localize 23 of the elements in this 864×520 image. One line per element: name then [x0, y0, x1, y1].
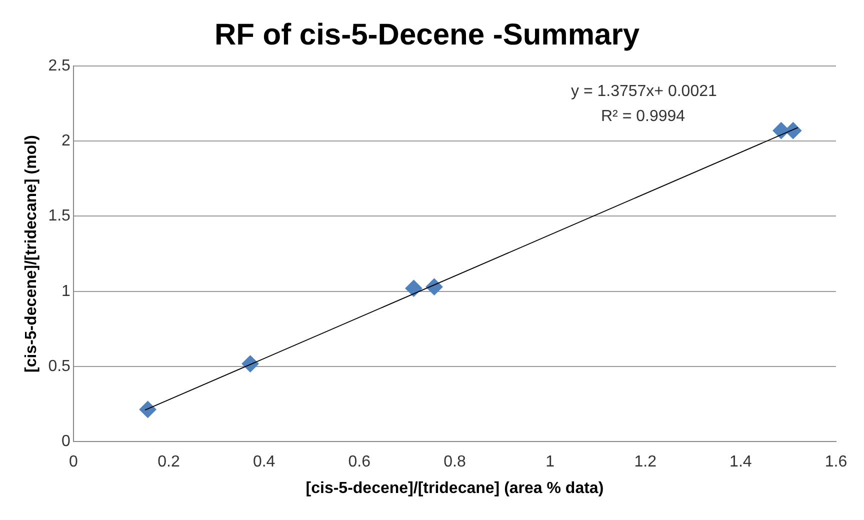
x-tick-label: 1.2: [634, 454, 657, 471]
annotation: y = 1.3757x+ 0.0021: [571, 83, 717, 100]
point: [405, 280, 422, 297]
x-tick-label: 1.4: [730, 454, 752, 471]
x-tick-label: 0.6: [348, 454, 371, 471]
y-tick-label: 2: [62, 132, 71, 150]
x-tick-label: 1.6: [824, 454, 848, 471]
point: [426, 278, 443, 296]
point: [242, 355, 259, 372]
x-tick-label: 1: [546, 454, 555, 471]
chart-title: RF of cis-5-Decene -Summary: [214, 18, 640, 52]
point: [139, 400, 156, 418]
x-tick-label: 0.8: [444, 454, 466, 471]
y-tick-label: 1.5: [48, 208, 71, 225]
x-tick-label: 0.2: [158, 454, 180, 471]
y-axis-title: [cis-5-decene]/[tridecane] (mol): [23, 135, 40, 372]
y-tick-label: 0.5: [48, 358, 71, 375]
y-tick-label: 1: [62, 282, 71, 300]
y-tick-label: 0: [62, 433, 71, 450]
x-axis-title: [cis-5-decene]/[tridecane] (area % data): [306, 480, 604, 497]
y-tick-label: 2.5: [48, 57, 71, 74]
annotation: R² = 0.9994: [601, 108, 686, 125]
x-tick-label: 0.4: [252, 454, 276, 471]
